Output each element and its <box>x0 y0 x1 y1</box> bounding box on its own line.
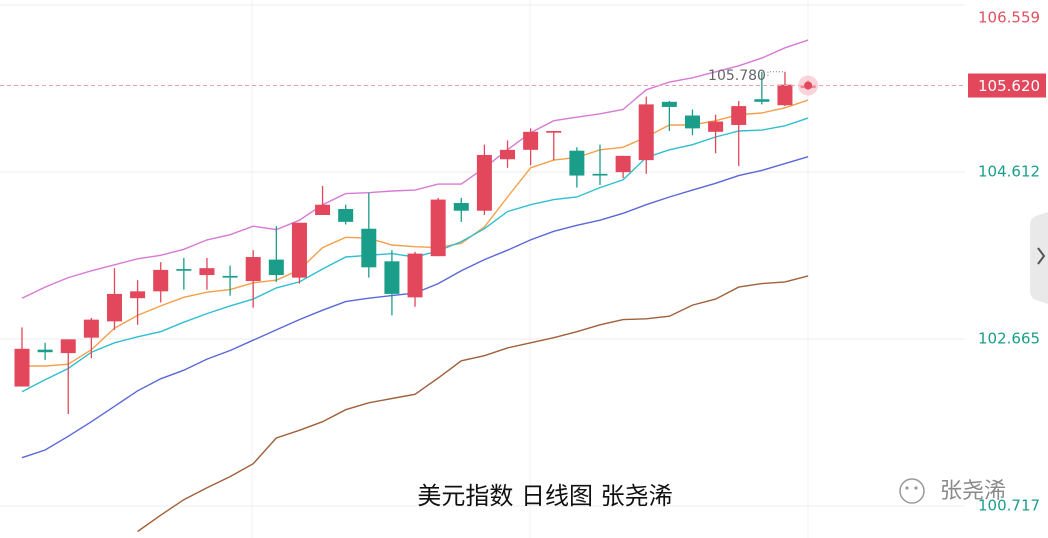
candle-body <box>453 203 469 211</box>
candle-body <box>199 268 215 276</box>
candle-body <box>661 101 677 107</box>
candle-body <box>245 257 261 282</box>
candle-body <box>708 121 724 132</box>
last-price-label: 105.620 <box>978 77 1040 95</box>
indicator-line <box>21 156 809 459</box>
annotation-label: 105.780 <box>708 68 766 84</box>
candle-body <box>37 349 53 353</box>
candle-body <box>731 106 747 125</box>
candle-body <box>268 259 284 276</box>
last-price-box <box>968 73 1046 98</box>
candle-body <box>338 209 354 222</box>
y-tick-label: 104.612 <box>978 162 1040 180</box>
candle-body <box>291 222 307 278</box>
candle-body <box>615 155 631 173</box>
candle-body <box>222 275 238 278</box>
candle-body <box>569 150 585 176</box>
y-tick-label: 102.665 <box>978 329 1040 347</box>
candle-body <box>14 348 30 387</box>
candle-body <box>476 154 492 211</box>
candle-body <box>176 269 192 271</box>
candle-body <box>777 84 793 106</box>
y-tick-label: 100.717 <box>978 497 1040 515</box>
candle-body <box>430 199 446 257</box>
candle-body <box>592 173 608 176</box>
candle-body <box>315 204 331 216</box>
annotation-bracket <box>767 71 785 76</box>
indicator-line <box>22 99 809 367</box>
candle-body <box>60 339 76 354</box>
watermark-group: 张尧浠 <box>899 478 1006 504</box>
watermark-icon-dot <box>914 486 918 490</box>
y-tick-label: 106.559 <box>978 9 1040 27</box>
chart-title: 美元指数 日线图 张尧浠 <box>417 482 672 510</box>
indicator-line <box>137 275 809 533</box>
indicator-lines <box>21 39 809 533</box>
side-toggle[interactable] <box>1030 212 1048 304</box>
candle-body <box>546 130 562 133</box>
side-toggle-arrow <box>1037 247 1046 265</box>
candle-body <box>500 149 516 160</box>
candle-body <box>684 115 700 129</box>
watermark: 张尧浠 <box>940 479 1006 504</box>
candle-body <box>523 131 539 150</box>
candles <box>14 71 816 414</box>
grid <box>0 4 965 507</box>
candle-body <box>384 261 400 294</box>
candle-body <box>83 319 99 338</box>
candle-body <box>638 104 654 161</box>
candle-body <box>361 228 377 268</box>
candle-body <box>407 253 423 298</box>
candle-body <box>754 99 770 102</box>
indicator-line <box>21 39 809 299</box>
overlay: 105.620 105.780 <box>0 68 1046 98</box>
candle-body <box>130 291 146 299</box>
candle-body <box>153 269 169 292</box>
side-toggle-button[interactable] <box>1030 212 1048 304</box>
candle-body <box>106 293 122 322</box>
last-price-dot <box>804 81 813 90</box>
watermark-icon <box>899 478 925 504</box>
watermark-icon-dot <box>905 486 909 490</box>
